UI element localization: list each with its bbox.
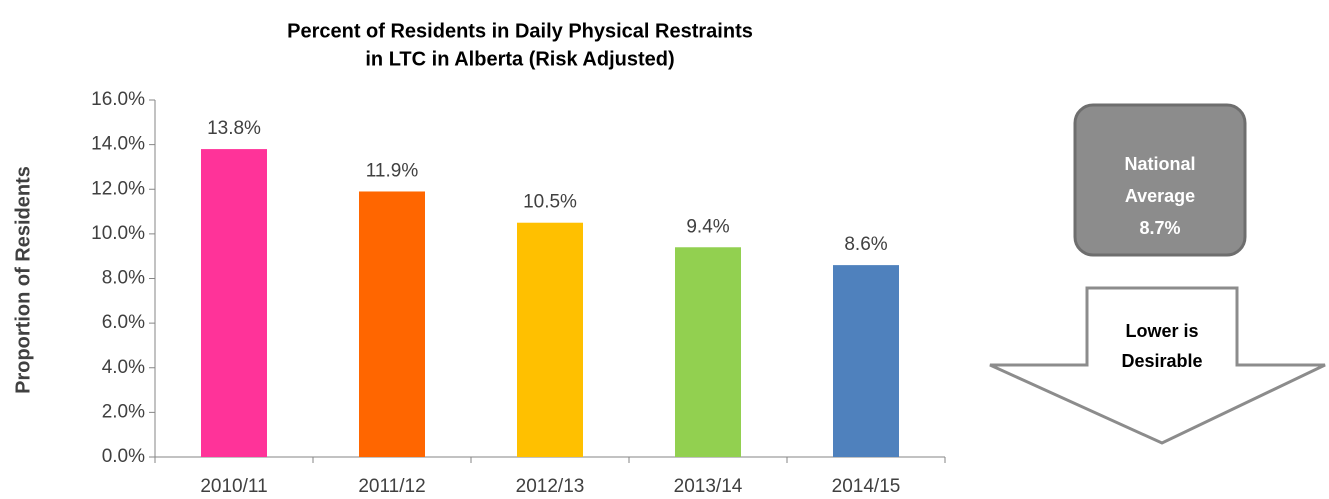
chart-title: Percent of Residents in Daily Physical R…	[287, 20, 753, 42]
y-tick-label: 8.0%	[102, 268, 145, 289]
y-tick-label: 10.0%	[91, 223, 145, 244]
x-tick-label: 2011/12	[358, 476, 425, 497]
bar	[201, 149, 267, 457]
bar	[675, 247, 741, 457]
arrow-text: Lower is	[1125, 321, 1198, 341]
y-tick-label: 4.0%	[102, 357, 145, 378]
chart-title: in LTC in Alberta (Risk Adjusted)	[365, 48, 674, 70]
x-tick-label: 2014/15	[832, 476, 901, 497]
data-label: 8.6%	[844, 234, 887, 255]
arrow-text: Desirable	[1121, 351, 1202, 371]
bar	[359, 191, 425, 457]
bar	[517, 222, 583, 457]
data-label: 13.8%	[207, 118, 261, 139]
y-tick-label: 12.0%	[91, 178, 145, 199]
national-average-text: National	[1124, 154, 1195, 174]
national-average-box	[1073, 103, 1247, 257]
national-average-text: 8.7%	[1139, 218, 1180, 238]
data-label: 11.9%	[366, 160, 419, 181]
y-tick-label: 14.0%	[91, 134, 145, 155]
x-tick-label: 2010/11	[200, 476, 267, 497]
y-tick-label: 2.0%	[102, 401, 145, 422]
data-label: 10.5%	[523, 192, 577, 213]
y-tick-label: 16.0%	[91, 89, 145, 110]
data-label: 9.4%	[686, 216, 729, 237]
x-tick-label: 2012/13	[516, 476, 585, 497]
y-axis-label: Proportion of Residents	[12, 166, 34, 394]
national-average-text: Average	[1125, 186, 1195, 206]
y-tick-label: 6.0%	[102, 312, 145, 333]
x-tick-label: 2013/14	[674, 476, 743, 497]
y-tick-label: 0.0%	[102, 446, 145, 467]
bar	[833, 265, 899, 457]
down-arrow	[989, 286, 1326, 445]
